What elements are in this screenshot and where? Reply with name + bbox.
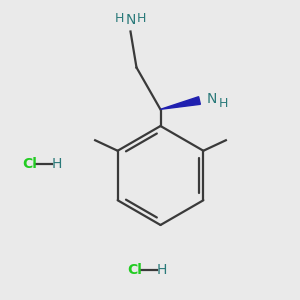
Text: Cl: Cl [22, 157, 37, 170]
Text: N: N [125, 13, 136, 27]
Text: H: H [52, 157, 62, 170]
Text: H: H [114, 12, 124, 25]
Text: H: H [157, 263, 167, 277]
Text: N: N [207, 92, 217, 106]
Text: H: H [219, 97, 228, 110]
Text: Cl: Cl [127, 263, 142, 277]
Text: H: H [137, 12, 147, 25]
Polygon shape [160, 97, 200, 109]
